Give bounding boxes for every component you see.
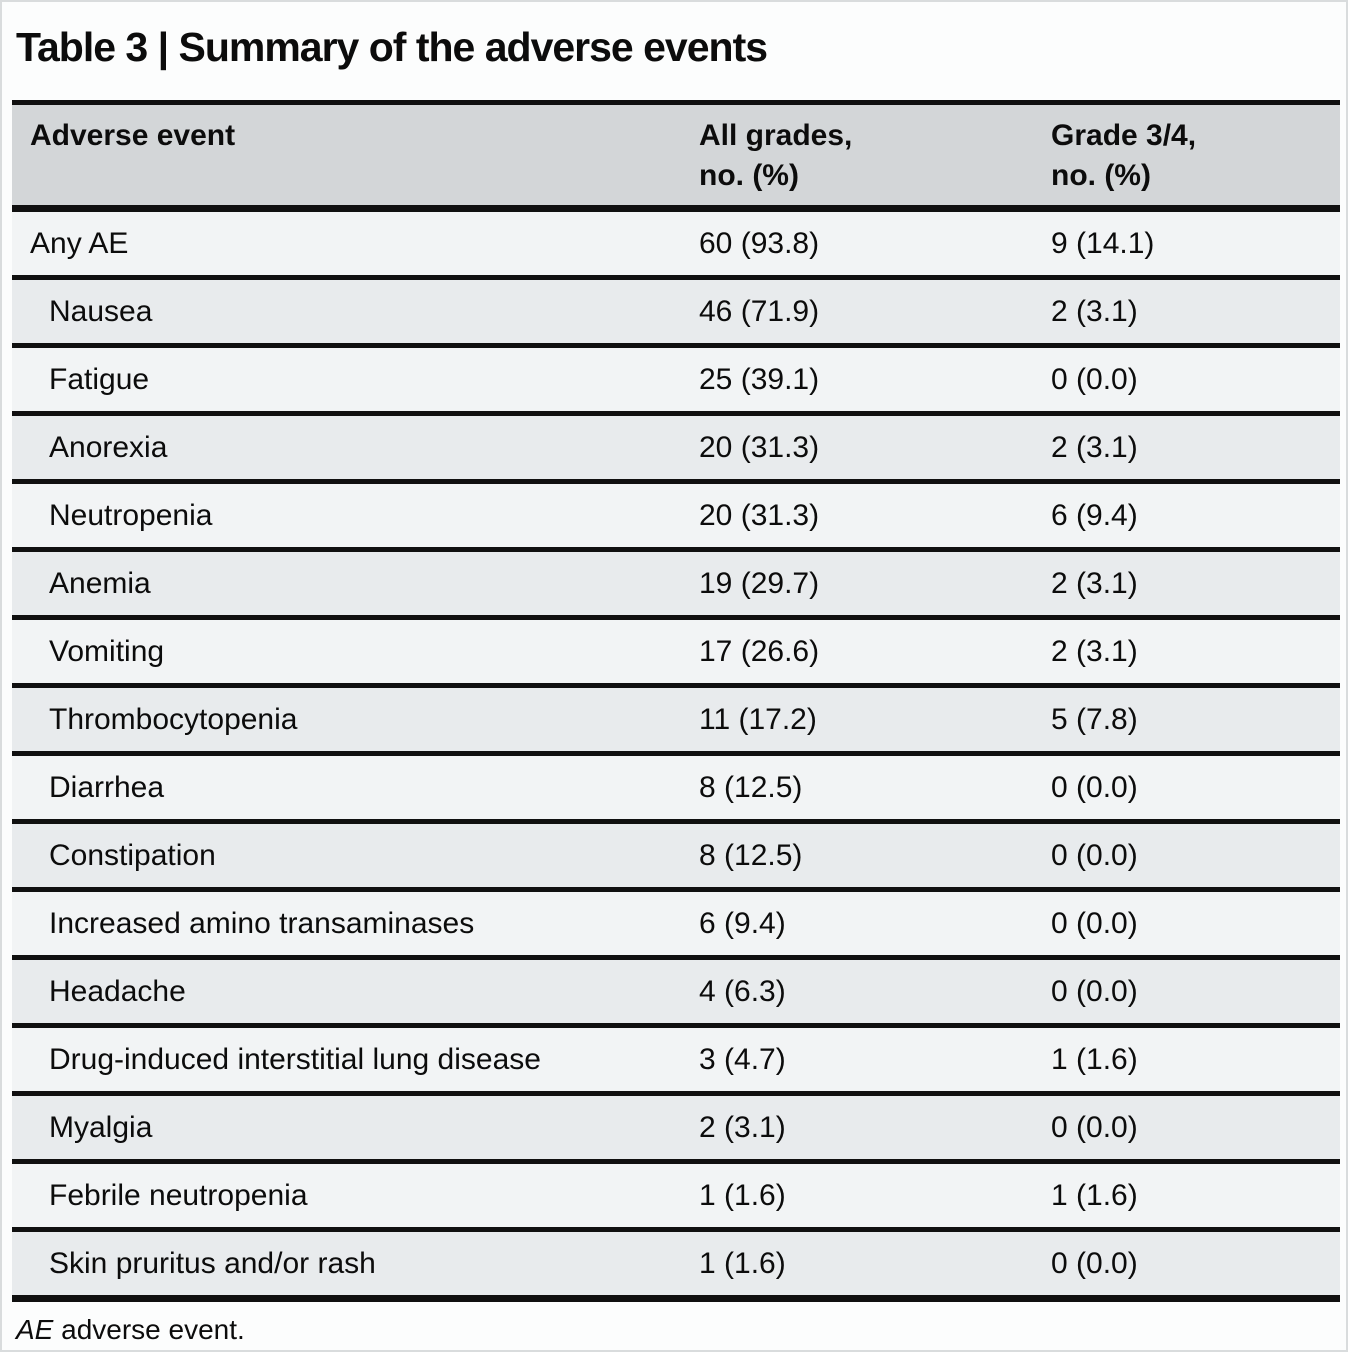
- grade-3-4-value: 6 (9.4): [1051, 498, 1138, 532]
- grade-3-4-value: 0 (0.0): [1051, 974, 1138, 1008]
- adverse-events-table: Adverse event All grades, no. (%) Grade …: [12, 100, 1340, 1302]
- all-grades-value: 2 (3.1): [699, 1110, 786, 1144]
- row-label: Myalgia: [49, 1110, 153, 1144]
- column-header-sublabel: no. (%): [1051, 159, 1151, 192]
- grade-3-4-value: 2 (3.1): [1051, 566, 1138, 600]
- row-label: Neutropenia: [49, 498, 213, 532]
- table-row: Skin pruritus and/or rash 1 (1.6) 0 (0.0): [12, 1229, 1340, 1299]
- row-label: Vomiting: [49, 634, 165, 668]
- table-row: Anorexia 20 (31.3) 2 (3.1): [12, 413, 1340, 482]
- grade-3-4-value: 0 (0.0): [1051, 906, 1138, 940]
- column-header-label: Adverse event: [30, 119, 236, 152]
- all-grades-value: 25 (39.1): [699, 362, 820, 396]
- grade-3-4-value: 1 (1.6): [1051, 1178, 1138, 1212]
- all-grades-value: 1 (1.6): [699, 1178, 786, 1212]
- row-label: Any AE: [30, 226, 129, 260]
- row-label: Anorexia: [49, 430, 168, 464]
- all-grades-value: 20 (31.3): [699, 430, 820, 464]
- grade-3-4-value: 0 (0.0): [1051, 838, 1138, 872]
- all-grades-value: 19 (29.7): [699, 566, 820, 600]
- grade-3-4-value: 0 (0.0): [1051, 362, 1138, 396]
- row-label: Drug-induced interstitial lung disease: [49, 1042, 541, 1076]
- grade-3-4-value: 0 (0.0): [1051, 1110, 1138, 1144]
- grade-3-4-value: 5 (7.8): [1051, 702, 1138, 736]
- row-label: Nausea: [49, 294, 153, 328]
- grade-3-4-value: 2 (3.1): [1051, 430, 1138, 464]
- table-row: Drug-induced interstitial lung disease 3 …: [12, 1025, 1340, 1094]
- table-row: Increased amino transaminases 6 (9.4) 0 (0…: [12, 889, 1340, 958]
- grade-3-4-value: 9 (14.1): [1051, 226, 1155, 260]
- table-header-row: Adverse event All grades, no. (%) Grade …: [12, 102, 1340, 209]
- all-grades-value: 11 (17.2): [699, 702, 817, 736]
- footnote-abbreviation: AE: [16, 1314, 54, 1345]
- row-label: Constipation: [49, 838, 216, 872]
- row-label: Skin pruritus and/or rash: [49, 1246, 376, 1280]
- table-row: Headache 4 (6.3) 0 (0.0): [12, 957, 1340, 1026]
- column-header-sublabel: no. (%): [699, 159, 799, 192]
- all-grades-value: 3 (4.7): [699, 1042, 786, 1076]
- column-header-all-grades: All grades, no. (%): [699, 103, 1051, 209]
- table-row: Febrile neutropenia 1 (1.6) 1 (1.6): [12, 1161, 1340, 1230]
- row-label: Increased amino transaminases: [49, 906, 475, 940]
- table-row: Fatigue 25 (39.1) 0 (0.0): [12, 345, 1340, 414]
- row-label: Diarrhea: [49, 770, 165, 804]
- grade-3-4-value: 2 (3.1): [1051, 294, 1138, 328]
- page-title: Table 3 | Summary of the adverse events: [16, 24, 768, 70]
- all-grades-value: 60 (93.8): [699, 226, 820, 260]
- row-label: Fatigue: [49, 362, 150, 396]
- column-header-label: All grades,: [699, 119, 853, 152]
- column-header-adverse-event: Adverse event: [12, 103, 699, 209]
- table-row: Thrombocytopenia 11 (17.2) 5 (7.8): [12, 685, 1340, 754]
- grade-3-4-value: 1 (1.6): [1051, 1042, 1138, 1076]
- all-grades-value: 8 (12.5): [699, 770, 803, 804]
- row-label: Anemia: [49, 566, 151, 600]
- all-grades-value: 8 (12.5): [699, 838, 803, 872]
- table-row: Myalgia 2 (3.1) 0 (0.0): [12, 1093, 1340, 1162]
- table-row: Constipation 8 (12.5) 0 (0.0): [12, 821, 1340, 890]
- table-row: Anemia 19 (29.7) 2 (3.1): [12, 549, 1340, 618]
- footnote-text: adverse event.: [53, 1314, 245, 1345]
- table-row: Neutropenia 20 (31.3) 6 (9.4): [12, 481, 1340, 550]
- all-grades-value: 6 (9.4): [699, 906, 786, 940]
- grade-3-4-value: 0 (0.0): [1051, 770, 1138, 804]
- row-label: Thrombocytopenia: [49, 702, 298, 736]
- all-grades-value: 20 (31.3): [699, 498, 820, 532]
- column-header-grade-3-4: Grade 3/4, no. (%): [1051, 103, 1340, 209]
- footnote: AE adverse event.: [16, 1314, 1346, 1346]
- column-header-label: Grade 3/4,: [1051, 119, 1197, 152]
- row-label: Febrile neutropenia: [49, 1178, 308, 1212]
- all-grades-value: 46 (71.9): [699, 294, 820, 328]
- table-row: Any AE 60 (93.8) 9 (14.1): [12, 208, 1340, 278]
- grade-3-4-value: 2 (3.1): [1051, 634, 1138, 668]
- row-label: Headache: [49, 974, 186, 1008]
- table-row: Nausea 46 (71.9) 2 (3.1): [12, 277, 1340, 346]
- all-grades-value: 1 (1.6): [699, 1246, 786, 1280]
- all-grades-value: 4 (6.3): [699, 974, 786, 1008]
- grade-3-4-value: 0 (0.0): [1051, 1246, 1138, 1280]
- table-row: Diarrhea 8 (12.5) 0 (0.0): [12, 753, 1340, 822]
- all-grades-value: 17 (26.6): [699, 634, 820, 668]
- table-row: Vomiting 17 (26.6) 2 (3.1): [12, 617, 1340, 686]
